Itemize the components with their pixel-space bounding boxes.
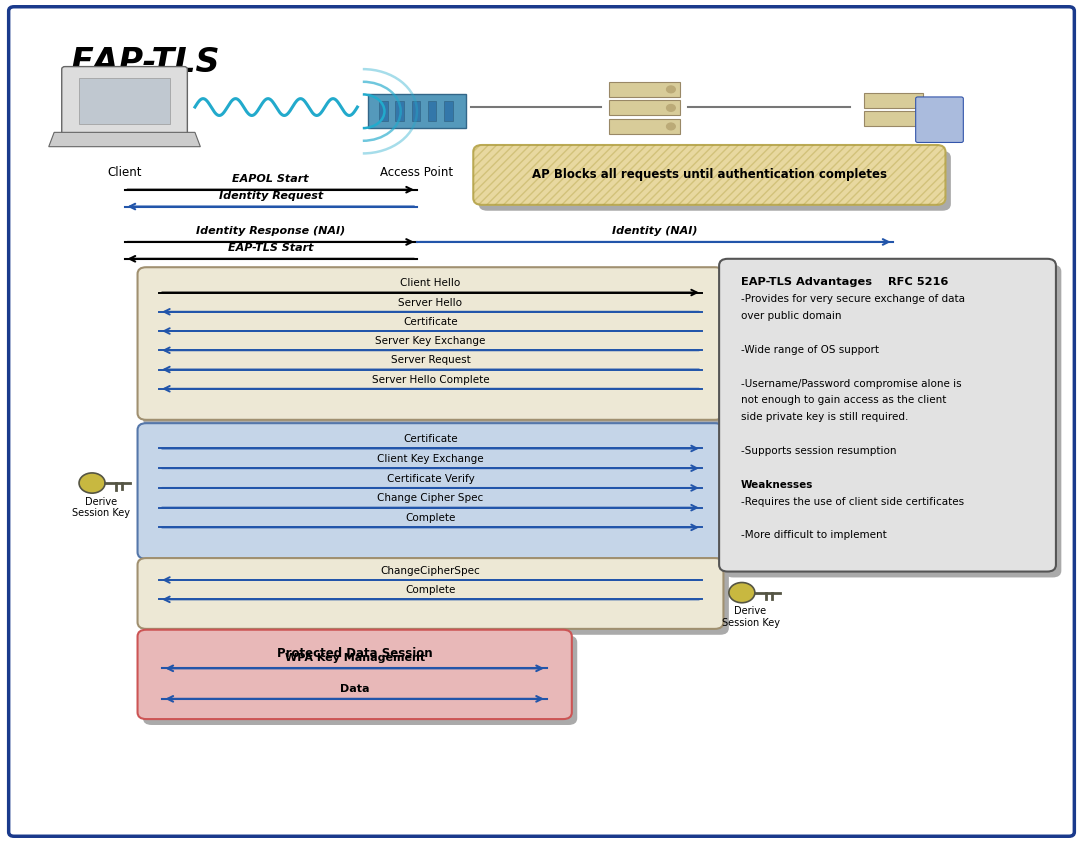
FancyBboxPatch shape — [609, 100, 680, 115]
Text: Identity (NAI): Identity (NAI) — [613, 226, 697, 236]
Text: Complete: Complete — [405, 585, 456, 595]
Text: Identity Response (NAI): Identity Response (NAI) — [196, 226, 345, 236]
Text: Server Hello: Server Hello — [399, 298, 462, 308]
FancyBboxPatch shape — [138, 630, 572, 719]
Circle shape — [666, 123, 675, 130]
Text: Client Hello: Client Hello — [401, 278, 460, 288]
Text: Access Point: Access Point — [380, 166, 454, 179]
Polygon shape — [49, 132, 200, 147]
FancyBboxPatch shape — [138, 558, 723, 629]
FancyBboxPatch shape — [138, 267, 723, 420]
Text: Derive
Session Key: Derive Session Key — [721, 606, 780, 628]
Text: Data: Data — [340, 684, 369, 694]
Text: Server Request: Server Request — [391, 355, 470, 365]
Text: Certificate Verify: Certificate Verify — [387, 474, 474, 484]
Text: EAP-TLS Start: EAP-TLS Start — [229, 243, 313, 253]
Text: Client: Client — [107, 166, 142, 179]
FancyBboxPatch shape — [138, 423, 723, 559]
Text: -Username/Password compromise alone is: -Username/Password compromise alone is — [741, 379, 962, 389]
Text: Identity Request: Identity Request — [219, 191, 323, 201]
FancyBboxPatch shape — [379, 101, 388, 121]
Text: EAPOL Start: EAPOL Start — [233, 174, 309, 184]
FancyBboxPatch shape — [725, 265, 1061, 577]
FancyBboxPatch shape — [609, 82, 680, 97]
FancyBboxPatch shape — [62, 67, 187, 135]
Text: WPA Key Management: WPA Key Management — [285, 653, 425, 663]
Text: Derive
Session Key: Derive Session Key — [71, 497, 130, 518]
Text: Certificate: Certificate — [403, 317, 458, 327]
FancyBboxPatch shape — [473, 145, 945, 205]
FancyBboxPatch shape — [143, 273, 729, 426]
Text: -More difficult to implement: -More difficult to implement — [741, 530, 887, 540]
Text: -Supports session resumption: -Supports session resumption — [741, 446, 897, 456]
FancyBboxPatch shape — [412, 101, 420, 121]
Text: -Provides for very secure exchange of data: -Provides for very secure exchange of da… — [741, 294, 965, 304]
FancyBboxPatch shape — [368, 94, 466, 128]
Text: Certificate: Certificate — [403, 434, 458, 444]
FancyBboxPatch shape — [719, 259, 1056, 572]
Circle shape — [666, 86, 675, 93]
Text: Weaknesses: Weaknesses — [741, 480, 813, 490]
Text: CA: CA — [885, 166, 902, 179]
Text: Complete: Complete — [405, 513, 456, 524]
Text: Client Key Exchange: Client Key Exchange — [377, 454, 484, 464]
Text: AP Blocks all requests until authentication completes: AP Blocks all requests until authenticat… — [532, 169, 887, 181]
Text: -Wide range of OS support: -Wide range of OS support — [741, 345, 878, 355]
Text: -Requires the use of client side certificates: -Requires the use of client side certifi… — [741, 497, 964, 507]
FancyBboxPatch shape — [864, 93, 923, 108]
Circle shape — [79, 473, 105, 493]
Text: Change Cipher Spec: Change Cipher Spec — [377, 493, 484, 503]
FancyBboxPatch shape — [9, 7, 1074, 836]
Text: not enough to gain access as the client: not enough to gain access as the client — [741, 395, 947, 405]
Text: Server Hello Complete: Server Hello Complete — [371, 374, 490, 384]
Circle shape — [666, 105, 675, 111]
FancyBboxPatch shape — [479, 151, 951, 211]
Text: Protected Data Session: Protected Data Session — [277, 647, 432, 659]
FancyBboxPatch shape — [143, 636, 577, 725]
Circle shape — [729, 583, 755, 603]
FancyBboxPatch shape — [915, 97, 964, 142]
FancyBboxPatch shape — [428, 101, 436, 121]
FancyBboxPatch shape — [864, 111, 923, 126]
Text: side private key is still required.: side private key is still required. — [741, 412, 909, 422]
Text: EAP-TLS Advantages    RFC 5216: EAP-TLS Advantages RFC 5216 — [741, 277, 948, 287]
Text: ChangeCipherSpec: ChangeCipherSpec — [380, 566, 481, 576]
FancyBboxPatch shape — [143, 429, 729, 565]
FancyBboxPatch shape — [395, 101, 404, 121]
FancyBboxPatch shape — [79, 78, 170, 124]
Text: EAP-TLS: EAP-TLS — [70, 46, 220, 79]
FancyBboxPatch shape — [609, 119, 680, 134]
FancyBboxPatch shape — [143, 564, 729, 635]
Text: Server Key Exchange: Server Key Exchange — [376, 336, 485, 346]
Text: Radius Server: Radius Server — [603, 166, 686, 179]
Text: over public domain: over public domain — [741, 311, 841, 321]
FancyBboxPatch shape — [444, 101, 453, 121]
